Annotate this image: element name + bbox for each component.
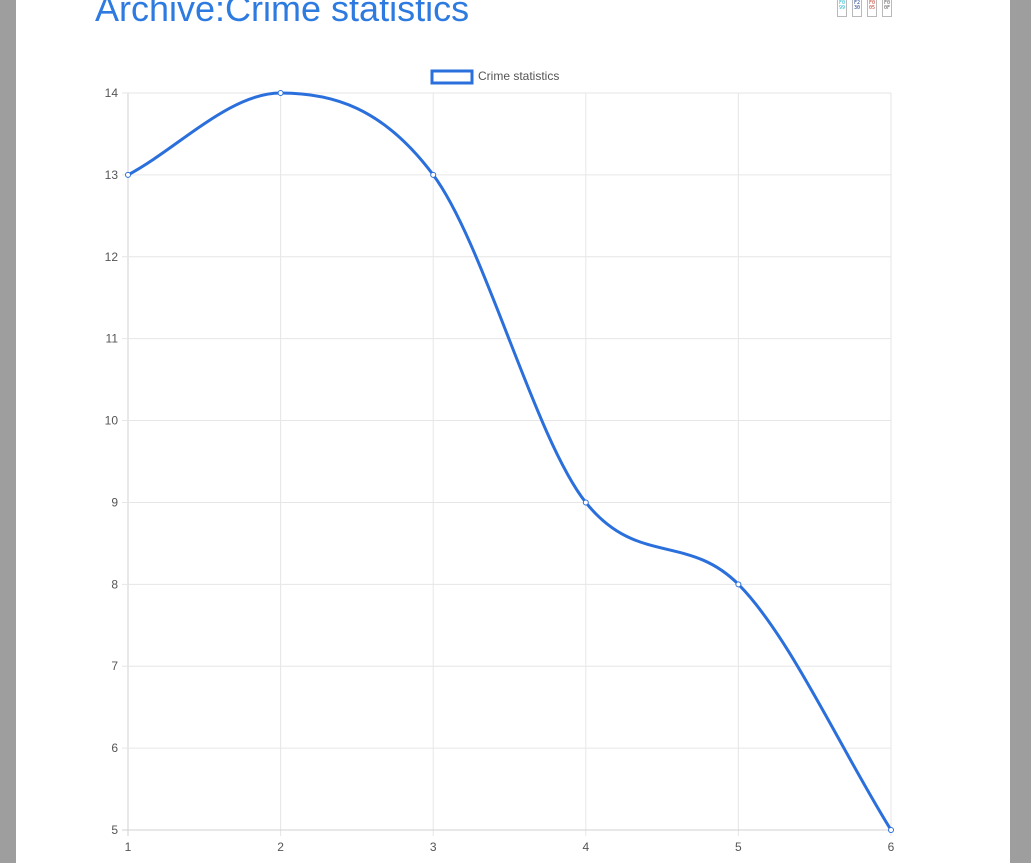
page-canvas: Archive:Crime statistics F0 99 F2 30 F0 … xyxy=(16,0,1010,863)
y-tick-label: 8 xyxy=(111,577,118,591)
x-tick-label: 2 xyxy=(277,840,284,854)
y-tick-label: 14 xyxy=(105,86,119,100)
code-badge: F2 30 xyxy=(852,0,862,17)
y-tick-label: 12 xyxy=(105,250,119,264)
y-tick-label: 10 xyxy=(105,414,119,428)
x-tick-label: 3 xyxy=(430,840,437,854)
code-badge: F0 05 xyxy=(867,0,877,17)
y-tick-label: 5 xyxy=(111,823,118,837)
legend-swatch xyxy=(430,69,474,85)
legend-label: Crime statistics xyxy=(478,69,559,83)
x-tick-label: 1 xyxy=(125,840,132,854)
data-point xyxy=(277,90,284,96)
x-tick-label: 4 xyxy=(582,840,589,854)
data-point xyxy=(888,827,894,833)
y-tick-label: 9 xyxy=(111,495,118,509)
data-point xyxy=(582,499,589,506)
data-point xyxy=(430,171,437,178)
data-point xyxy=(125,171,131,178)
y-tick-label: 7 xyxy=(111,659,118,673)
badge-group: F0 99 F2 30 F0 05 F0 0F xyxy=(837,0,892,17)
x-tick-label: 5 xyxy=(735,840,742,854)
code-badge: F0 0F xyxy=(882,0,892,17)
y-tick-label: 6 xyxy=(111,741,118,755)
page-title: Archive:Crime statistics xyxy=(95,0,470,29)
y-tick-label: 11 xyxy=(106,332,119,346)
series-line xyxy=(127,91,893,831)
code-badge: F0 99 xyxy=(837,0,847,17)
y-tick-label: 13 xyxy=(105,168,119,182)
x-tick-label: 6 xyxy=(888,840,895,854)
data-point xyxy=(735,581,742,588)
